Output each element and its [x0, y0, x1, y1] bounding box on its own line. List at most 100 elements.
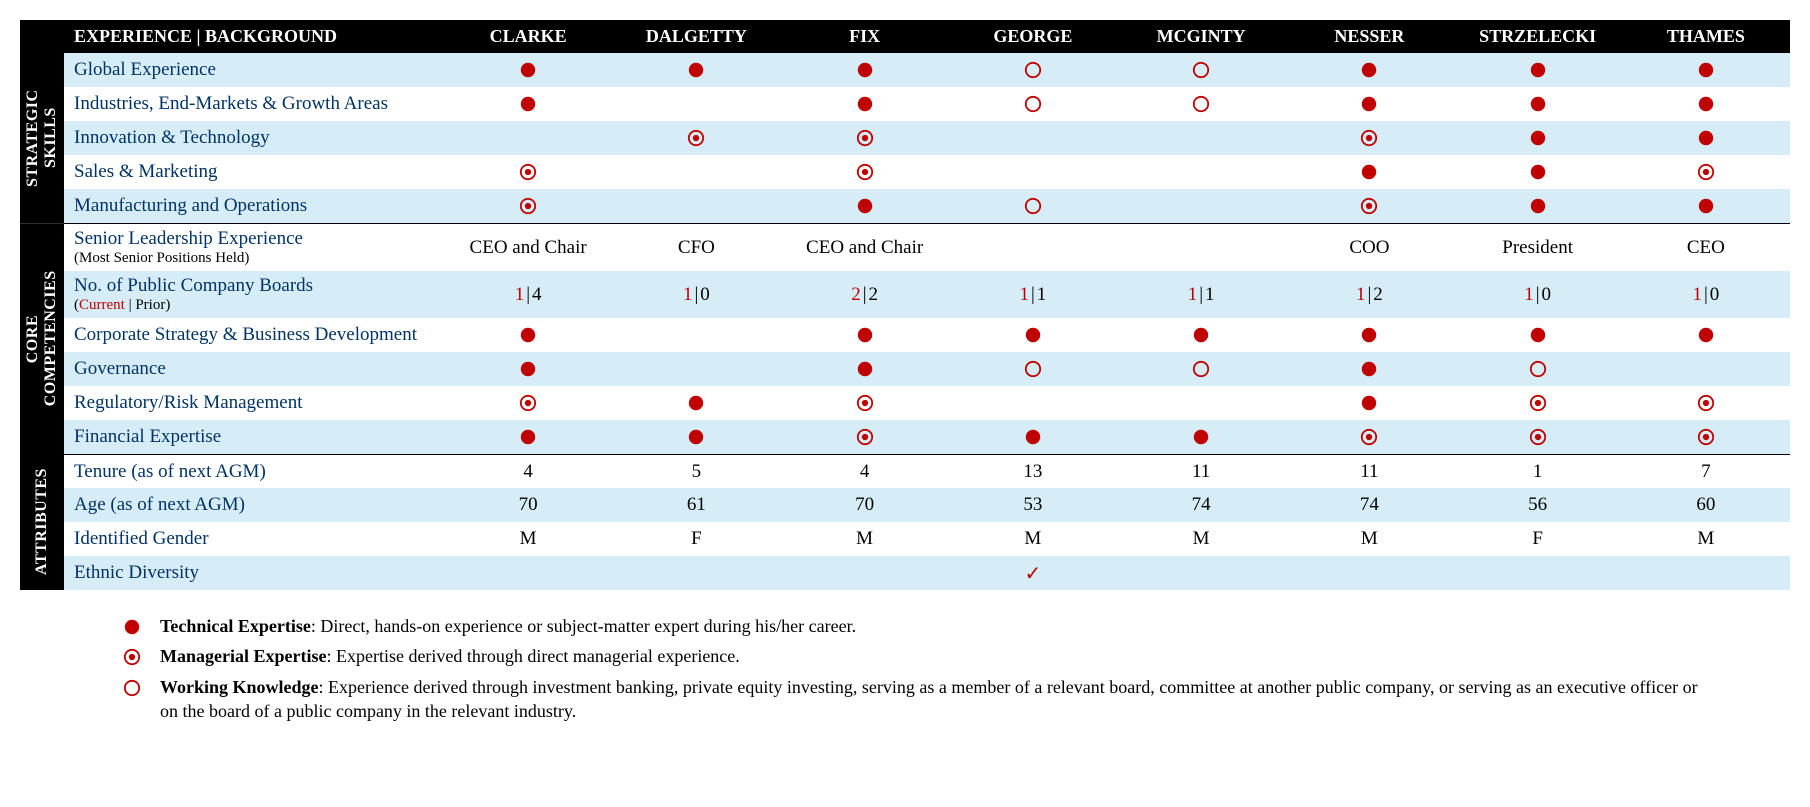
row-label: Ethnic Diversity — [64, 556, 444, 590]
marker-full — [612, 386, 780, 420]
legend-row: Managerial Expertise: Expertise derived … — [120, 644, 1720, 668]
marker-full — [1454, 87, 1622, 121]
marker-full — [1285, 87, 1453, 121]
cell: 56 — [1454, 488, 1622, 522]
marker-ring — [1117, 352, 1285, 386]
legend-text: Technical Expertise: Direct, hands-on ex… — [160, 614, 856, 638]
cell: 4 — [781, 454, 949, 488]
cell: 1 | 0 — [1622, 271, 1790, 318]
marker-full — [781, 189, 949, 223]
cell — [1117, 223, 1285, 271]
cell — [1622, 352, 1790, 386]
cell — [612, 87, 780, 121]
marker-ring — [949, 87, 1117, 121]
cell — [1117, 386, 1285, 420]
section-label-strategic: STRATEGICSKILLS — [20, 53, 64, 223]
cell: CEO — [1622, 223, 1790, 271]
row-label: Manufacturing and Operations — [64, 189, 444, 223]
marker-full — [612, 53, 780, 87]
marker-ring — [949, 189, 1117, 223]
row-label: Age (as of next AGM) — [64, 488, 444, 522]
cell — [1117, 121, 1285, 155]
cell: 74 — [1117, 488, 1285, 522]
cell — [1622, 556, 1790, 590]
cell: 1 | 1 — [949, 271, 1117, 318]
row-label: Identified Gender — [64, 522, 444, 556]
cell: 4 — [444, 454, 612, 488]
header-person: STRZELECKI — [1454, 20, 1622, 53]
marker-dot — [1622, 155, 1790, 189]
marker-full — [444, 352, 612, 386]
cell: 70 — [781, 488, 949, 522]
marker-full — [1285, 352, 1453, 386]
legend-row: Working Knowledge: Experience derived th… — [120, 675, 1720, 724]
legend-text: Managerial Expertise: Expertise derived … — [160, 644, 740, 668]
cell: 70 — [444, 488, 612, 522]
cell — [612, 352, 780, 386]
marker-dot — [1454, 386, 1622, 420]
cell — [949, 386, 1117, 420]
marker-full — [949, 420, 1117, 454]
cell: M — [949, 522, 1117, 556]
cell: CFO — [612, 223, 780, 271]
header-person: MCGINTY — [1117, 20, 1285, 53]
marker-full — [781, 53, 949, 87]
cell — [1117, 556, 1285, 590]
marker-full — [1285, 318, 1453, 352]
header-person: GEORGE — [949, 20, 1117, 53]
marker-full — [1117, 420, 1285, 454]
cell — [781, 556, 949, 590]
check-icon: ✓ — [1024, 561, 1041, 586]
marker-full — [949, 318, 1117, 352]
row-label: No. of Public Company Boards(Current | P… — [64, 271, 444, 318]
marker-dot — [1622, 386, 1790, 420]
marker-ring — [949, 53, 1117, 87]
skills-matrix: EXPERIENCE | BACKGROUNDCLARKEDALGETTYFIX… — [20, 20, 1790, 590]
marker-full — [1285, 155, 1453, 189]
header-person: FIX — [781, 20, 949, 53]
marker-dot — [781, 386, 949, 420]
cell — [1285, 556, 1453, 590]
marker-full — [1454, 53, 1622, 87]
cell — [444, 121, 612, 155]
cell: 74 — [1285, 488, 1453, 522]
cell: M — [1622, 522, 1790, 556]
marker-dot — [1622, 420, 1790, 454]
cell: M — [781, 522, 949, 556]
marker-dot — [1285, 420, 1453, 454]
marker-full — [1622, 189, 1790, 223]
cell — [949, 121, 1117, 155]
cell — [612, 189, 780, 223]
cell — [949, 155, 1117, 189]
cell: CEO and Chair — [444, 223, 612, 271]
marker-dot — [444, 189, 612, 223]
row-label: Tenure (as of next AGM) — [64, 454, 444, 488]
cell: 13 — [949, 454, 1117, 488]
marker-dot — [1285, 121, 1453, 155]
cell: President — [1454, 223, 1622, 271]
marker-full — [781, 318, 949, 352]
marker-full — [444, 87, 612, 121]
legend-row: Technical Expertise: Direct, hands-on ex… — [120, 614, 1720, 638]
cell — [1117, 189, 1285, 223]
marker-full — [1622, 318, 1790, 352]
marker-full — [1117, 318, 1285, 352]
cell — [949, 223, 1117, 271]
legend-marker-ring — [120, 675, 144, 697]
cell — [612, 556, 780, 590]
header-title: EXPERIENCE | BACKGROUND — [64, 20, 444, 53]
cell: 60 — [1622, 488, 1790, 522]
marker-full — [444, 53, 612, 87]
legend-marker-full — [120, 614, 144, 636]
marker-full — [1454, 318, 1622, 352]
cell: 61 — [612, 488, 780, 522]
marker-full — [781, 352, 949, 386]
marker-ring — [1454, 352, 1622, 386]
legend-marker-dot — [120, 644, 144, 666]
cell: 1 — [1454, 454, 1622, 488]
cell: 1 | 0 — [612, 271, 780, 318]
marker-full — [1454, 155, 1622, 189]
section-label-core: CORECOMPETENCIES — [20, 223, 64, 454]
cell — [612, 155, 780, 189]
cell — [1117, 155, 1285, 189]
